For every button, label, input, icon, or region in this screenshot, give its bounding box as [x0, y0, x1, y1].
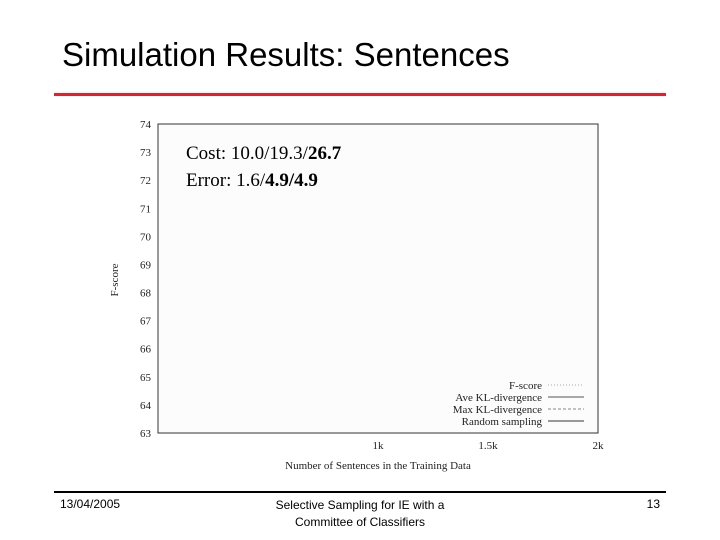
error-annotation: Error: 1.6/4.9/4.9 [186, 170, 318, 191]
footer-rule [54, 491, 666, 493]
error-prefix: Error: [186, 170, 236, 191]
y-tick-label: 68 [140, 288, 152, 300]
y-tick-label: 71 [140, 203, 151, 215]
y-tick-label: 74 [140, 119, 152, 131]
x-tick-label: 2k [593, 440, 605, 452]
footer-center-line1: Selective Sampling for IE with a [275, 498, 445, 512]
y-axis-label: F-score [109, 263, 121, 296]
y-tick-label: 73 [140, 147, 152, 159]
y-tick-label: 69 [140, 259, 152, 271]
cost-prefix: Cost: [186, 143, 231, 164]
y-tick-label: 65 [140, 372, 152, 384]
footer-center-text: Selective Sampling for IE with a Committ… [240, 497, 480, 531]
legend-title: F-score [509, 380, 542, 392]
error-plain: 1.6/ [236, 170, 266, 191]
cost-bold: 26.7 [308, 143, 342, 164]
legend-label-2: Random sampling [462, 416, 543, 428]
footer-center-line2: Committee of Classifiers [294, 515, 426, 529]
page-number: 13 [646, 497, 660, 511]
cost-plain: 10.0/19.3/ [231, 143, 309, 164]
y-tick-label: 70 [140, 231, 152, 243]
error-bold: 4.9/4.9 [265, 170, 318, 191]
slide-title: Simulation Results: Sentences [62, 36, 510, 73]
plot-frame [157, 123, 599, 434]
y-tick-label: 66 [140, 344, 152, 356]
y-tick-label: 63 [140, 428, 152, 440]
x-tick-label: 1.5k [478, 440, 498, 452]
title-rule [54, 93, 666, 96]
y-tick-labels: 63 64 65 66 67 68 69 70 71 72 73 74 [140, 119, 152, 440]
x-tick-label: 1k [373, 440, 385, 452]
y-tick-label: 72 [140, 175, 151, 187]
legend-label-1: Max KL-divergence [453, 404, 542, 416]
y-tick-label: 67 [140, 316, 152, 328]
cost-annotation: Cost: 10.0/19.3/26.7 [186, 143, 342, 164]
legend-label-0: Ave KL-divergence [455, 392, 542, 404]
footer-date: 13/04/2005 [60, 497, 121, 511]
y-tick-label: 64 [140, 400, 152, 412]
x-axis-label: Number of Sentences in the Training Data [285, 460, 471, 472]
x-tick-labels: 1k 1.5k 2k [373, 440, 605, 452]
